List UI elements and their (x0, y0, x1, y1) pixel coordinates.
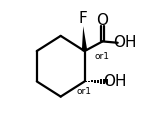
Polygon shape (82, 26, 87, 51)
Text: or1: or1 (76, 87, 91, 96)
Text: OH: OH (113, 35, 137, 50)
Text: F: F (79, 11, 88, 26)
Text: or1: or1 (94, 52, 109, 61)
Text: OH: OH (104, 74, 127, 89)
Text: O: O (96, 13, 108, 27)
